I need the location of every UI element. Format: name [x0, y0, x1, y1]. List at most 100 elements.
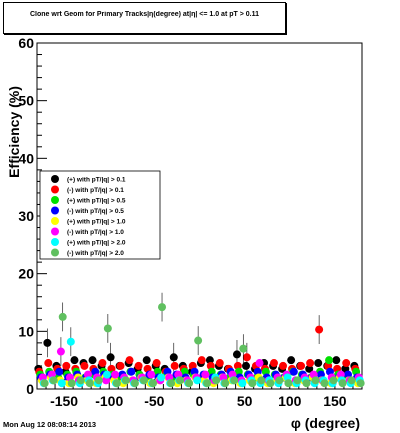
data-markers — [34, 292, 365, 388]
data-point — [94, 376, 103, 385]
data-point — [56, 347, 65, 356]
data-point — [157, 373, 166, 382]
data-point — [193, 376, 202, 385]
data-point — [57, 379, 66, 388]
data-point — [127, 367, 136, 376]
data-point — [102, 370, 111, 379]
data-point — [230, 376, 239, 385]
legend-entry-label: (+) with pT/|q| > 0.5 — [67, 197, 126, 204]
data-point — [80, 361, 89, 370]
data-point — [170, 361, 179, 370]
data-point — [98, 359, 107, 368]
data-point — [242, 353, 251, 362]
data-point — [176, 376, 185, 385]
data-point — [116, 361, 125, 370]
data-point — [356, 379, 365, 388]
legend-marker — [51, 175, 59, 183]
data-point — [201, 370, 210, 379]
data-point — [194, 336, 203, 345]
data-point — [40, 379, 49, 388]
x-tick-label: 0 — [196, 393, 204, 409]
title-box: Clone wrt Geom for Primary Tracks|η(degr… — [3, 2, 286, 34]
chart-title: Clone wrt Geom for Primary Tracks|η(degr… — [30, 11, 259, 18]
data-point — [49, 376, 58, 385]
x-tick-label: -150 — [50, 393, 78, 409]
data-point — [212, 376, 221, 385]
data-point — [215, 359, 224, 368]
x-axis-label: φ (degree) — [291, 415, 360, 431]
data-point — [70, 356, 79, 365]
data-point — [185, 379, 194, 388]
data-point — [289, 367, 298, 376]
data-point — [347, 376, 356, 385]
data-point — [148, 379, 157, 388]
data-point — [203, 379, 212, 388]
data-point — [169, 353, 178, 362]
data-point — [255, 359, 264, 368]
data-point — [112, 379, 121, 388]
data-point — [147, 370, 156, 379]
data-point — [221, 379, 230, 388]
data-point — [55, 367, 64, 376]
data-point — [325, 356, 334, 365]
data-point — [314, 359, 323, 368]
legend-marker — [51, 185, 59, 194]
data-point — [311, 376, 320, 385]
data-point — [338, 379, 347, 388]
y-tick-label: 40 — [18, 150, 34, 166]
data-point — [242, 361, 251, 370]
legend-box — [39, 170, 161, 260]
legend-marker — [51, 196, 59, 204]
y-tick-label: 60 — [18, 35, 34, 51]
data-point — [134, 361, 143, 370]
data-point — [158, 303, 167, 312]
data-point — [76, 376, 85, 385]
y-axis-label: Efficiency (%) — [6, 86, 22, 178]
data-point — [130, 379, 139, 388]
data-point — [139, 376, 148, 385]
data-point — [293, 376, 302, 385]
legend-entry-label: (-) with pT/|q| > 1.0 — [67, 229, 124, 236]
data-point — [88, 356, 97, 365]
data-point — [232, 350, 241, 359]
data-point — [58, 312, 67, 321]
legend-marker — [51, 206, 59, 215]
data-point — [297, 361, 306, 370]
data-point — [320, 379, 329, 388]
y-tick-label: 10 — [18, 323, 34, 339]
data-point — [257, 376, 266, 385]
legend-entry-label: (-) with pT/|q| > 2.0 — [67, 250, 124, 257]
data-point — [85, 379, 94, 388]
y-tick-label: 50 — [18, 93, 34, 109]
legend-entry-label: (-) with pT/|q| > 0.1 — [67, 187, 124, 194]
x-tick-label: 50 — [237, 393, 253, 409]
legend-entry-label: (+) with pT/|q| > 0.1 — [67, 176, 126, 183]
data-point — [266, 379, 275, 388]
data-point — [44, 359, 53, 368]
legend: (+) with pT/|q| > 0.1 (-) with pT/|q| > 0… — [39, 170, 161, 260]
data-point — [306, 359, 315, 368]
data-point — [62, 361, 71, 370]
footer-timestamp: Mon Aug 12 08:08:14 2013 — [3, 420, 97, 429]
data-point — [342, 359, 351, 368]
data-point — [67, 379, 76, 388]
y-tick-label: 0 — [26, 381, 34, 397]
data-point — [284, 379, 293, 388]
data-point — [142, 356, 151, 365]
y-tick-label: 30 — [18, 208, 34, 224]
x-tick-label: -100 — [95, 393, 123, 409]
legend-entry-label: (-) with pT/|q| > 0.5 — [67, 208, 124, 215]
data-point — [103, 324, 112, 333]
data-point — [111, 370, 120, 379]
data-point — [167, 379, 176, 388]
data-point — [197, 356, 206, 365]
data-point — [287, 356, 296, 365]
x-tick-label: -50 — [144, 393, 164, 409]
legend-marker — [51, 217, 59, 225]
data-point — [66, 337, 75, 346]
data-point — [125, 356, 134, 365]
legend-entry-label: (+) with pT/|q| > 2.0 — [67, 239, 126, 246]
legend-marker — [51, 238, 59, 246]
data-point — [121, 376, 130, 385]
